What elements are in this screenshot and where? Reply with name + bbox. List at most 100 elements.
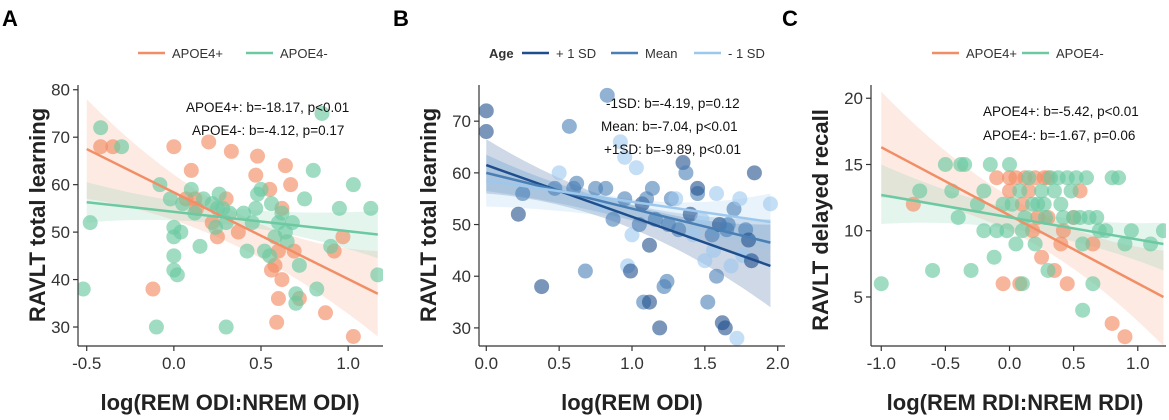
data-point-series-1 [999,223,1015,239]
x-tick-label: 0.0 [998,354,1022,373]
data-point-series-0 [201,134,217,150]
legend-label-b-mean: Mean [645,46,678,61]
data-point-series-1 [1021,170,1037,186]
y-tick-label: 40 [452,267,471,286]
data-point-series-1 [363,200,379,216]
annotation-b-mean: Mean: b=-7.04, p<0.01 [601,119,738,134]
data-point-series-1 [331,200,347,216]
regression-line-1 [485,171,771,244]
data-point-series-0 [274,272,290,288]
panel-label-a: A [2,6,18,31]
data-point [628,160,644,176]
y-axis-title-b: RAVLT total learning [416,108,441,322]
data-point-series-1 [78,281,91,297]
data-point-series-0 [230,224,246,240]
data-point [746,165,762,181]
plot-panel-c: 5 10 15 20 -1.0 -0.5 0.0 0.5 1.0 [844,85,1166,373]
y-tick-label: 60 [452,164,471,183]
y-tick-label: 50 [452,216,471,235]
data-point [641,237,657,253]
annotation-b-minus1sd: -1SD: b=-4.19, p=0.12 [606,96,740,111]
data-point-series-1 [1068,170,1084,186]
regression-line-0 [86,147,379,295]
data-point-series-1 [314,105,330,121]
data-point [551,165,567,181]
legend-panel-c: APOE4+ APOE4- [932,46,1104,61]
data-point-series-1 [873,276,889,292]
annotation-a-apoe4pos: APOE4+: b=-18.17, p<0.01 [186,100,349,115]
data-point-series-1 [1002,156,1018,172]
regression-line-2 [486,179,771,224]
data-point [668,191,684,207]
data-point [723,258,739,274]
y-tick-label: 40 [51,271,70,290]
data-point-series-0 [1014,196,1030,212]
x-tick-label: -0.5 [72,354,101,373]
data-point-series-1 [166,248,182,264]
data-point [479,124,494,140]
y-axis-title-a: RAVLT total learning [25,108,50,322]
data-point-series-1 [183,181,199,197]
x-tick-label: -1.0 [867,354,896,373]
regression-line-1 [86,200,378,236]
legend-label-a-apoe4pos: APOE4+ [172,46,223,61]
data-point-series-1 [309,281,325,297]
data-point-series-1 [1075,302,1091,318]
data-point [623,263,639,279]
data-point [577,263,593,279]
x-tick-label: 1.0 [1126,354,1150,373]
data-point-series-1 [989,223,1005,239]
x-tick-label: 1.0 [336,354,360,373]
data-point-series-1 [1063,183,1079,199]
data-point-series-1 [148,319,164,335]
data-point [652,320,668,336]
data-point-series-1 [937,156,953,172]
plot-panel-b: 30 40 50 60 70 0.0 0.5 1.0 1.5 2.0 [452,85,790,373]
annotation-c-apoe4pos: APOE4+: b=-5.42, p<0.01 [983,104,1139,119]
data-point-series-0 [345,329,361,345]
data-point [534,279,550,295]
data-point [599,87,615,103]
data-point-series-1 [912,183,928,199]
data-point [510,206,526,222]
y-tick-label: 70 [452,112,471,131]
x-axis-title-c: log(REM RDI:NREM RDI) [887,390,1144,415]
data-point-series-1 [274,205,290,221]
data-point-series-1 [93,120,109,136]
data-point [569,175,585,191]
data-point-series-1 [248,200,264,216]
data-point-series-1 [291,257,307,273]
data-point-series-1 [1075,236,1091,252]
data-point-series-1 [1053,196,1069,212]
x-axis-title-b: log(REM ODI) [561,390,703,415]
data-point-series-0 [248,167,264,183]
y-tick-label: 50 [51,223,70,242]
data-point-series-1 [244,215,260,231]
data-point-series-1 [211,186,227,202]
legend-label-c-apoe4neg: APOE4- [1056,46,1104,61]
data-point [697,253,713,269]
data-point-series-1 [1117,236,1133,252]
annotation-b-plus1sd: +1SD: b=-9.89, p<0.01 [604,142,741,157]
data-point-series-0 [989,170,1005,186]
data-point-series-0 [270,291,286,307]
panel-label-b: B [393,6,409,31]
data-point-series-1 [114,139,130,155]
data-point-series-1 [279,234,295,250]
data-point-series-1 [297,191,313,207]
x-tick-label: 0.0 [474,354,498,373]
data-point-series-1 [1040,262,1056,278]
x-tick-label: 1.0 [620,354,644,373]
data-point-series-1 [1014,223,1030,239]
data-point-series-1 [1004,196,1020,212]
legend-label-a-apoe4neg: APOE4- [280,46,328,61]
data-point-series-1 [1036,196,1052,212]
data-point-series-1 [963,262,979,278]
data-point [605,211,621,227]
data-point-series-1 [345,177,361,193]
regression-line-0 [485,163,771,268]
x-tick-label: 0.5 [249,354,273,373]
data-point-series-1 [263,196,279,212]
data-point-series-0 [250,148,266,164]
legend-label-b-minus1sd: - 1 SD [728,46,765,61]
